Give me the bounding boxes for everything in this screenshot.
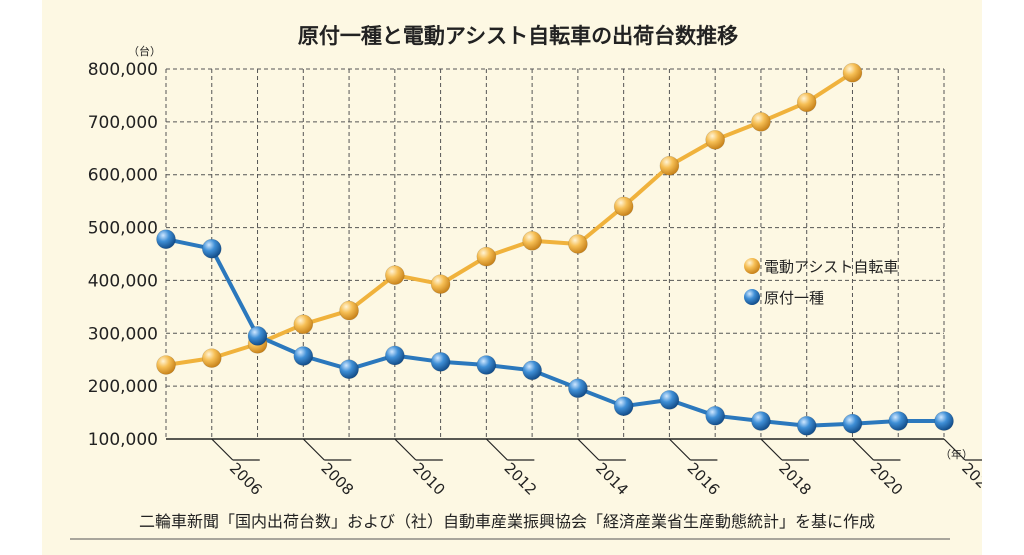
x-tick-label: 2020 xyxy=(867,459,907,499)
source-note: 二輪車新聞「国内出荷台数」および（社）自動車産業振興協会「経済産業省生産動態統計… xyxy=(139,512,875,531)
data-point-moped xyxy=(430,352,451,372)
y-tick-label: 700,000 xyxy=(88,113,158,133)
data-point-assist-bicycle xyxy=(385,265,405,285)
data-point-assist-bicycle xyxy=(751,112,771,132)
x-tick-mark xyxy=(485,438,508,461)
data-point-moped xyxy=(293,346,314,366)
y-axis-ticks: 100,000 200,000 300,000 400,000 500,000 600,0… xyxy=(88,60,158,450)
series-layer xyxy=(156,62,954,436)
data-point-assist-bicycle xyxy=(705,130,725,150)
x-tick-mark xyxy=(852,438,874,461)
x-axis-unit: （年） xyxy=(940,447,973,461)
x-tick-mark xyxy=(211,438,234,461)
data-point-assist-bicycle xyxy=(659,155,680,176)
data-point-moped xyxy=(934,411,954,431)
x-tick-mark xyxy=(943,438,966,461)
data-point-assist-bicycle xyxy=(339,300,359,321)
x-tick-label: 2022 xyxy=(958,459,982,499)
data-point-moped xyxy=(385,345,405,366)
data-point-assist-bicycle xyxy=(430,274,451,294)
data-point-moped xyxy=(476,355,497,375)
data-point-assist-bicycle xyxy=(201,348,222,368)
grid xyxy=(165,68,945,440)
data-point-assist-bicycle xyxy=(293,314,314,335)
data-point-assist-bicycle xyxy=(842,62,863,83)
data-point-assist-bicycle xyxy=(522,230,542,251)
data-point-assist-bicycle xyxy=(568,234,588,254)
data-point-assist-bicycle xyxy=(796,92,817,113)
data-point-moped xyxy=(659,390,680,410)
data-point-moped xyxy=(796,415,817,436)
legend-label-moped: 原付一種 xyxy=(764,289,824,307)
x-tick-label: 2014 xyxy=(592,459,632,499)
y-tick-label: 100,000 xyxy=(88,430,158,450)
chart-title: 原付一種と電動アシスト自転車の出荷台数推移 xyxy=(298,24,738,48)
data-point-assist-bicycle xyxy=(476,246,497,267)
data-point-assist-bicycle xyxy=(156,355,176,375)
x-tick-label: 2016 xyxy=(684,459,724,499)
data-point-moped xyxy=(201,238,222,259)
data-point-moped xyxy=(751,411,771,431)
y-tick-label: 800,000 xyxy=(88,60,158,80)
data-point-moped xyxy=(842,413,863,434)
x-axis-ticks: 2006 2008 2010 2012 2014 2016 2018 2020 2022 xyxy=(211,438,982,499)
data-point-moped xyxy=(339,359,359,380)
x-tick-label: 2008 xyxy=(317,459,357,499)
x-tick-label: 2006 xyxy=(226,459,266,499)
data-point-moped xyxy=(568,378,588,399)
x-tick-label: 2010 xyxy=(409,459,449,499)
y-tick-label: 600,000 xyxy=(88,166,158,186)
data-point-assist-bicycle xyxy=(613,196,634,217)
data-point-moped xyxy=(156,229,176,249)
data-point-moped xyxy=(705,405,725,426)
data-point-moped xyxy=(888,411,909,431)
legend: 電動アシスト自転車 原付一種 xyxy=(744,258,898,307)
legend-marker-assist-bicycle xyxy=(744,258,760,274)
y-tick-label: 400,000 xyxy=(88,271,158,291)
x-tick-mark xyxy=(668,438,691,461)
y-tick-label: 200,000 xyxy=(88,377,158,397)
chart-panel: 原付一種と電動アシスト自転車の出荷台数推移 （台） （年） 100,000 200… xyxy=(42,0,982,555)
y-axis-unit: （台） xyxy=(128,44,161,58)
x-tick-mark xyxy=(394,438,417,461)
y-tick-label: 500,000 xyxy=(88,219,158,239)
data-point-moped xyxy=(247,326,268,346)
x-tick-mark xyxy=(302,438,325,461)
x-tick-mark xyxy=(760,438,783,461)
series-line-assist-bicycle xyxy=(165,71,854,367)
legend-marker-moped xyxy=(744,289,760,305)
data-point-moped xyxy=(613,396,634,417)
x-tick-label: 2018 xyxy=(775,459,815,499)
x-tick-label: 2012 xyxy=(501,459,541,499)
x-tick-mark xyxy=(577,438,600,461)
legend-label-assist-bicycle: 電動アシスト自転車 xyxy=(764,258,898,276)
shipment-line-chart: 原付一種と電動アシスト自転車の出荷台数推移 （台） （年） 100,000 200… xyxy=(70,24,982,540)
y-tick-label: 300,000 xyxy=(88,324,158,344)
data-point-moped xyxy=(522,360,542,381)
